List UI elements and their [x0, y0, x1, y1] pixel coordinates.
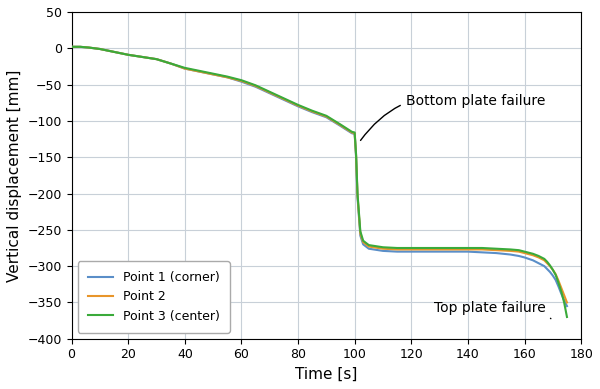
Point 1 (corner): [209, 72, 217, 77]
Point 3 (center): [68, 44, 75, 49]
Point 2: [266, 90, 274, 95]
Y-axis label: Vertical displacement [mm]: Vertical displacement [mm]: [7, 69, 22, 282]
Point 2: [560, 293, 568, 298]
Point 3 (center): [450, 246, 457, 251]
Point 2: [493, 248, 500, 252]
Text: Top plate failure: Top plate failure: [434, 301, 551, 319]
X-axis label: Time [s]: Time [s]: [295, 367, 358, 382]
Point 2: [450, 247, 457, 252]
Point 2: [563, 300, 571, 305]
Point 1 (corner): [266, 91, 274, 96]
Point 2: [68, 44, 75, 49]
Text: Bottom plate failure: Bottom plate failure: [361, 94, 545, 140]
Line: Point 2: Point 2: [71, 47, 567, 303]
Point 3 (center): [560, 300, 568, 305]
Point 3 (center): [280, 96, 287, 101]
Line: Point 1 (corner): Point 1 (corner): [71, 47, 567, 306]
Point 3 (center): [493, 246, 500, 251]
Point 3 (center): [266, 89, 274, 94]
Point 3 (center): [563, 315, 571, 319]
Point 3 (center): [209, 71, 217, 76]
Line: Point 3 (center): Point 3 (center): [71, 47, 567, 317]
Legend: Point 1 (corner), Point 2, Point 3 (center): Point 1 (corner), Point 2, Point 3 (cent…: [78, 261, 230, 333]
Point 1 (corner): [563, 304, 571, 308]
Point 1 (corner): [450, 249, 457, 254]
Point 1 (corner): [560, 298, 568, 303]
Point 2: [209, 72, 217, 77]
Point 1 (corner): [493, 251, 500, 256]
Point 2: [280, 97, 287, 102]
Point 1 (corner): [68, 44, 75, 49]
Point 1 (corner): [280, 98, 287, 102]
